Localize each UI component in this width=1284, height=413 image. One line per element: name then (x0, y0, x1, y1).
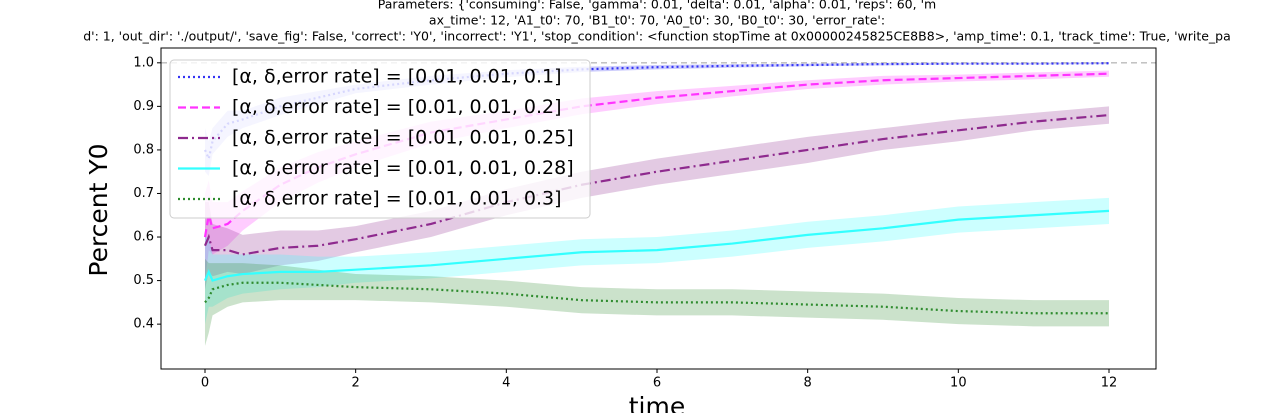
chart-title: Parameters: {'consuming': False, 'gamma'… (378, 0, 936, 12)
legend-label: [α, δ,error rate] = [0.01, 0.01, 0.28] (232, 157, 574, 179)
y-tick-label: 0.5 (133, 273, 154, 288)
x-tick-label: 4 (502, 376, 510, 391)
legend-box (169, 59, 591, 219)
x-tick-label: 12 (1101, 376, 1118, 391)
x-tick-label: 0 (201, 376, 209, 391)
x-tick-label: 2 (352, 376, 360, 391)
legend-label: [α, δ,error rate] = [0.01, 0.01, 0.3] (232, 188, 562, 210)
x-tick-label: 8 (804, 376, 812, 391)
x-tick-label: 10 (950, 376, 967, 391)
axes-frame (160, 47, 1157, 370)
y-tick-label: 0.7 (133, 186, 154, 201)
x-tick-label: 6 (653, 376, 661, 391)
series-line (203, 209, 1110, 282)
chart-title: d': 1, 'out_dir': './output/', 'save_fig… (83, 29, 1231, 44)
legend-label: [α, δ,error rate] = [0.01, 0.01, 0.25] (232, 127, 574, 149)
legend-label: [α, δ,error rate] = [0.01, 0.01, 0.1] (232, 66, 562, 88)
legend-label: [α, δ,error rate] = [0.01, 0.01, 0.2] (232, 96, 562, 118)
chart-title: ax_time': 12, 'A1_t0': 70, 'B1_t0': 70, … (429, 13, 885, 28)
y-axis-label: Percent Y0 (84, 143, 113, 276)
y-tick-label: 0.9 (133, 99, 154, 114)
confidence-band (204, 106, 1109, 290)
y-tick-label: 1.0 (133, 55, 154, 70)
x-axis-label: time (629, 392, 685, 413)
y-tick-label: 0.8 (133, 142, 154, 157)
y-tick-label: 0.6 (133, 230, 154, 245)
y-tick-label: 0.4 (133, 317, 154, 332)
